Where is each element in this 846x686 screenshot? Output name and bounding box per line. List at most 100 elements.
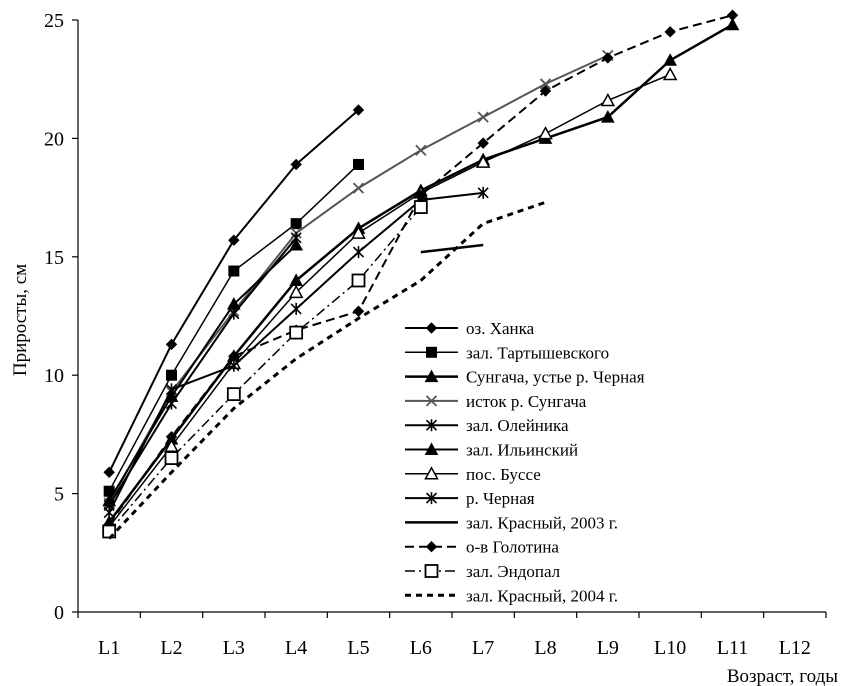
legend-marker xyxy=(424,466,439,480)
series-1 xyxy=(103,104,365,478)
series-10 xyxy=(103,9,739,531)
data-point xyxy=(539,78,552,90)
series-line xyxy=(420,243,484,254)
legend-entry: р. Черная xyxy=(405,489,535,508)
data-point xyxy=(662,66,678,81)
x-tick-label: L11 xyxy=(717,637,748,659)
legend-entry: зал. Ильинский xyxy=(405,441,578,460)
data-point xyxy=(664,26,676,38)
series-line xyxy=(108,163,360,492)
data-point xyxy=(165,338,178,351)
data-point xyxy=(165,383,178,396)
x-tick-label: L10 xyxy=(654,637,686,659)
x-ticks: L1 L2 L3 L4 L5 L6 L7 L8 L9 L10 L11 L12 xyxy=(77,612,827,659)
series-3 xyxy=(102,17,740,528)
legend-entry: исток р. Сунгача xyxy=(405,392,587,411)
data-point xyxy=(226,387,241,402)
legend-entry: зал. Красный, 2004 г. xyxy=(405,586,618,605)
series-line xyxy=(108,14,733,525)
legend-label: о-в Голотина xyxy=(466,538,559,557)
data-point xyxy=(288,284,304,299)
data-point xyxy=(290,158,302,171)
legend-entry: зал. Красный, 2003 г. xyxy=(405,513,618,532)
series-line xyxy=(108,109,360,473)
series-line xyxy=(108,23,734,523)
data-point xyxy=(290,218,302,230)
data-point xyxy=(415,144,427,156)
data-point xyxy=(352,246,365,259)
legend-entry: пос. Буссе xyxy=(405,465,541,484)
y-tick-label: 10 xyxy=(44,365,64,387)
data-point xyxy=(539,85,552,97)
legend-entry: зал. Эндопал xyxy=(405,562,561,581)
legend-label: зал. Олейника xyxy=(466,416,569,435)
data-point xyxy=(600,110,615,123)
x-tick-label: L12 xyxy=(779,637,811,659)
data-point xyxy=(228,350,240,362)
data-point xyxy=(103,466,115,478)
y-tick-label: 0 xyxy=(54,602,64,624)
series-2 xyxy=(103,158,364,497)
x-axis-title: Возраст, годы xyxy=(727,666,838,686)
data-point xyxy=(477,186,489,199)
legend-marker xyxy=(424,442,439,455)
data-point xyxy=(352,104,365,116)
legend-marker xyxy=(425,419,438,432)
legend-label: зал. Ильинский xyxy=(466,441,578,460)
x-tick-label: L9 xyxy=(597,637,619,659)
data-point xyxy=(475,154,491,168)
data-point xyxy=(351,273,366,288)
series-11 xyxy=(102,200,428,539)
data-point xyxy=(352,305,365,317)
data-point xyxy=(351,225,366,239)
legend-marker xyxy=(424,369,439,383)
y-ticks: 0 5 10 15 20 25 xyxy=(44,10,78,624)
x-tick-label: L1 xyxy=(98,637,120,659)
data-point xyxy=(602,52,614,64)
legend-entry: зал. Тартышевского xyxy=(405,343,609,362)
legend-label: Сунгача, устье р. Черная xyxy=(466,368,645,387)
legend-label: исток р. Сунгача xyxy=(466,392,587,411)
data-point xyxy=(166,369,177,381)
y-tick-label: 25 xyxy=(44,10,64,32)
data-point xyxy=(165,431,178,443)
data-point xyxy=(725,17,740,31)
data-point xyxy=(413,200,428,214)
data-point xyxy=(477,111,489,123)
data-point xyxy=(289,325,304,340)
legend-marker xyxy=(425,395,438,407)
x-tick-label: L3 xyxy=(223,637,245,659)
x-tick-label: L4 xyxy=(285,637,307,659)
series-line xyxy=(108,244,297,502)
series-line xyxy=(108,206,422,532)
y-axis-title: Приросты, см xyxy=(10,264,31,376)
data-point xyxy=(164,451,179,465)
legend-entry: Сунгача, устье р. Черная xyxy=(405,368,645,387)
series-7 xyxy=(101,66,678,533)
series-5 xyxy=(103,231,302,512)
data-point xyxy=(600,92,616,107)
data-point xyxy=(352,182,365,194)
data-point xyxy=(103,506,115,519)
series-line xyxy=(108,237,297,506)
legend-entry: оз. Ханка xyxy=(405,319,535,338)
legend-marker xyxy=(425,492,438,505)
legend-label: зал. Эндопал xyxy=(466,562,561,581)
data-point xyxy=(226,297,241,310)
y-tick-label: 20 xyxy=(44,128,64,150)
legend-marker xyxy=(425,322,438,334)
series-layer xyxy=(101,9,740,540)
legend-label: оз. Ханка xyxy=(466,319,535,338)
series-9 xyxy=(420,243,484,254)
series-line xyxy=(108,73,671,528)
x-tick-label: L5 xyxy=(347,637,369,659)
legend-marker xyxy=(425,540,438,553)
data-point xyxy=(477,137,489,149)
legend-label: зал. Тартышевского xyxy=(466,343,609,362)
data-point xyxy=(353,158,364,170)
series-6 xyxy=(102,237,304,507)
series-12 xyxy=(108,200,546,540)
x-tick-label: L2 xyxy=(160,637,182,659)
legend-marker xyxy=(424,564,439,578)
